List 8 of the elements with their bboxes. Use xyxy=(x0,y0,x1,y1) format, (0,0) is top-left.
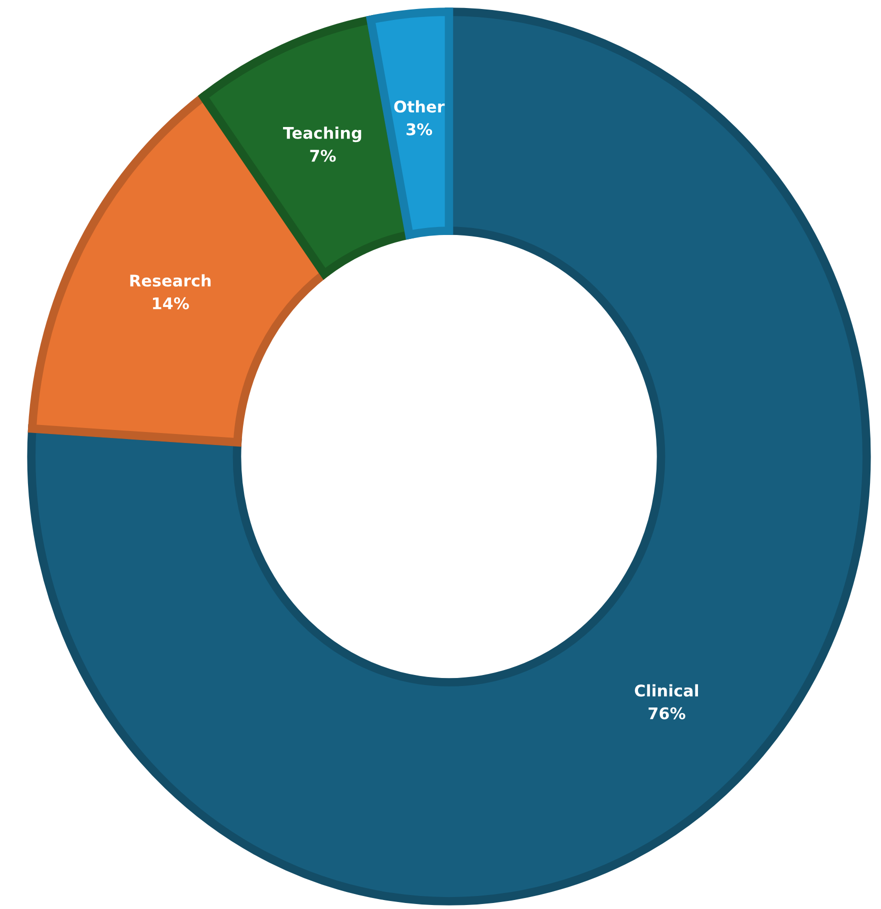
slice-label: Clinical xyxy=(634,684,698,697)
data-label: 76% xyxy=(648,707,686,720)
data-label: 3% xyxy=(406,123,432,136)
slice-label: Research xyxy=(130,274,211,287)
slice-label: Other xyxy=(394,100,445,113)
data-label: 7% xyxy=(310,150,336,162)
slice-label: Teaching xyxy=(283,126,362,142)
data-label: 14% xyxy=(153,297,189,310)
